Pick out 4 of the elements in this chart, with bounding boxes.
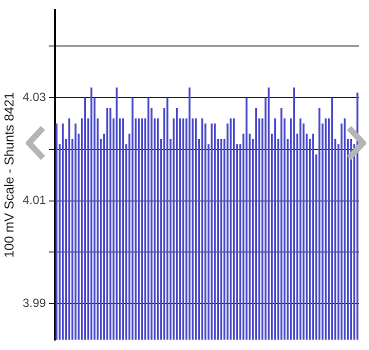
y-axis-title: 100 mV Scale - Shunts 8421 [1, 92, 16, 258]
y-tick-label: 4.01 [22, 193, 46, 208]
y-tick-label: 4.03 [22, 90, 46, 104]
y-tick-label: 3.99 [22, 296, 46, 310]
